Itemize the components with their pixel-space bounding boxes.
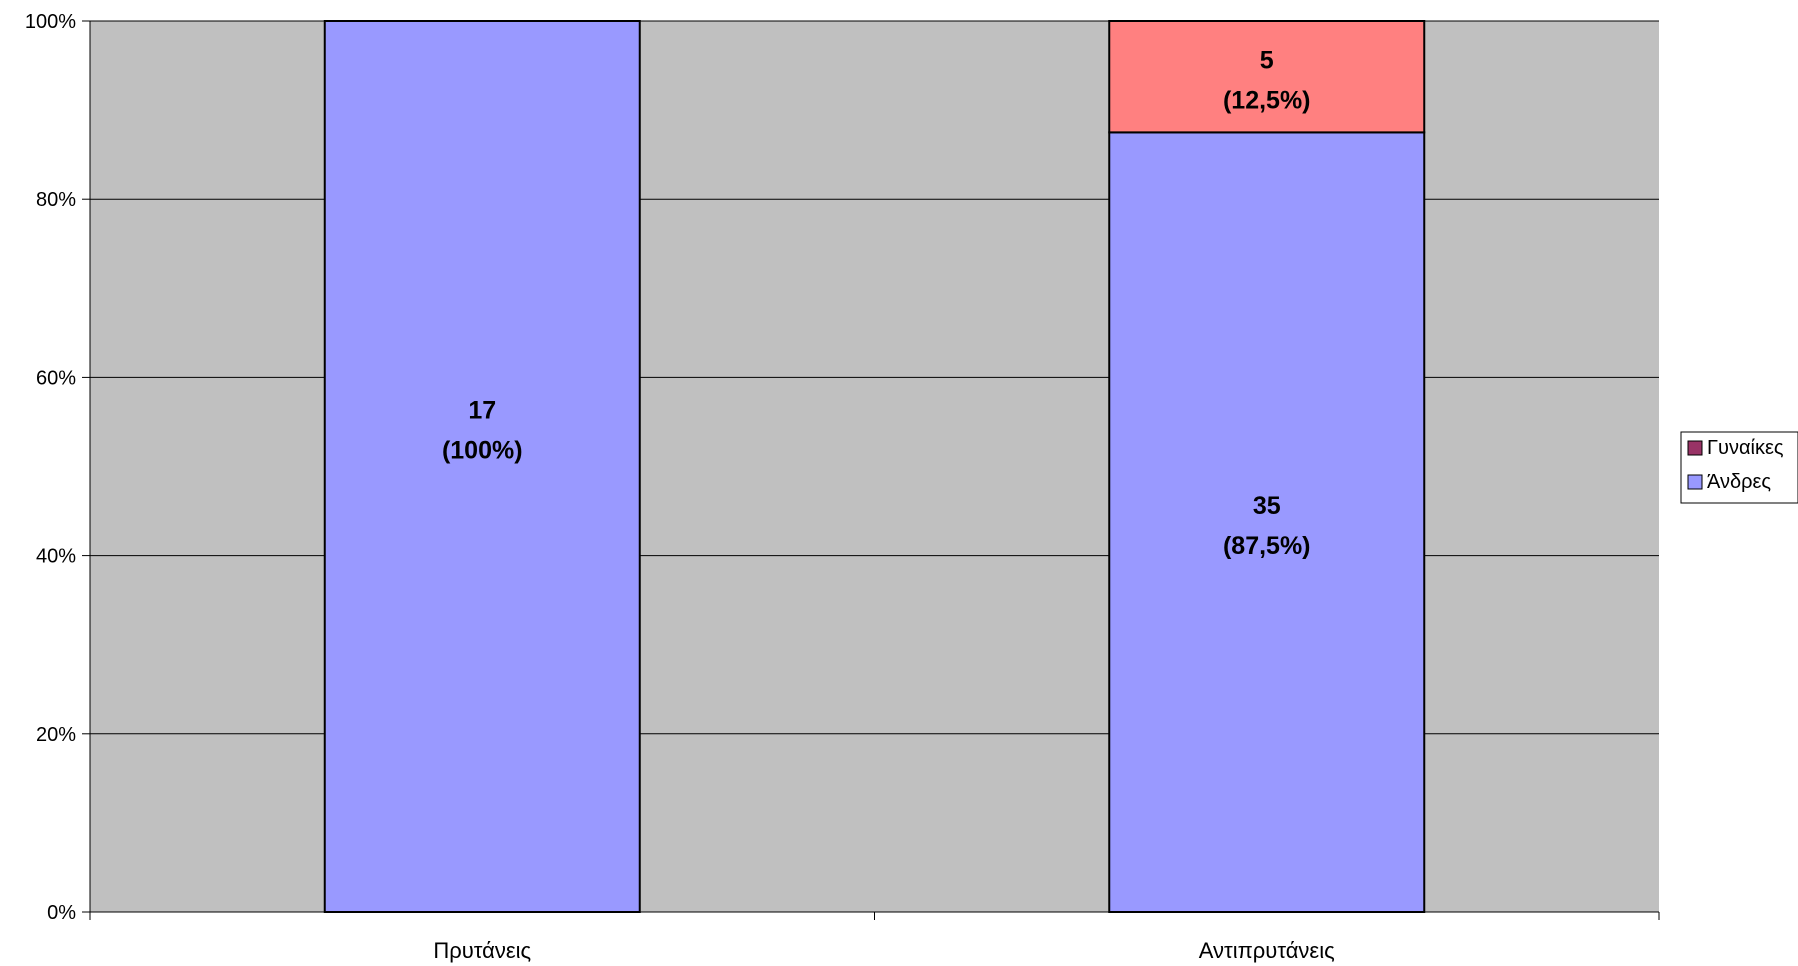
data-label-percent: (87,5%) (1223, 532, 1311, 560)
y-ticks: 0% 20% 40% 60% 80% 100% (25, 11, 90, 924)
data-label-percent: (12,5%) (1223, 87, 1311, 115)
y-tick-label: 40% (36, 546, 76, 568)
data-label-value: 5 (1260, 47, 1274, 75)
bar-segment (323, 20, 641, 913)
y-tick-label: 20% (36, 724, 76, 746)
legend-label: Γυναίκες (1707, 437, 1784, 459)
y-tick-label: 100% (25, 11, 76, 33)
data-label-value: 35 (1253, 492, 1281, 520)
legend-swatch (1687, 474, 1703, 490)
y-tick-label: 0% (47, 902, 76, 924)
data-label-value: 17 (468, 397, 496, 425)
data-label-percent: (100%) (442, 437, 523, 465)
data-labels: 17 (100%) 35 (87,5%) 5 (12,5%) (442, 47, 1311, 561)
legend-label: Άνδρες (1707, 471, 1771, 493)
x-ticks: Πρυτάνεις Αντιπρυτάνεις (89, 912, 1660, 963)
legend-swatch (1687, 440, 1703, 456)
bar-segment (1108, 20, 1426, 134)
y-tick-label: 80% (36, 189, 76, 211)
bars (323, 20, 1426, 913)
y-tick-label: 60% (36, 367, 76, 389)
legend: Γυναίκες Άνδρες (1680, 431, 1798, 504)
bar-segment (1108, 131, 1426, 913)
x-category-label: Αντιπρυτάνεις (1199, 938, 1335, 963)
x-category-label: Πρυτάνεις (433, 938, 531, 963)
